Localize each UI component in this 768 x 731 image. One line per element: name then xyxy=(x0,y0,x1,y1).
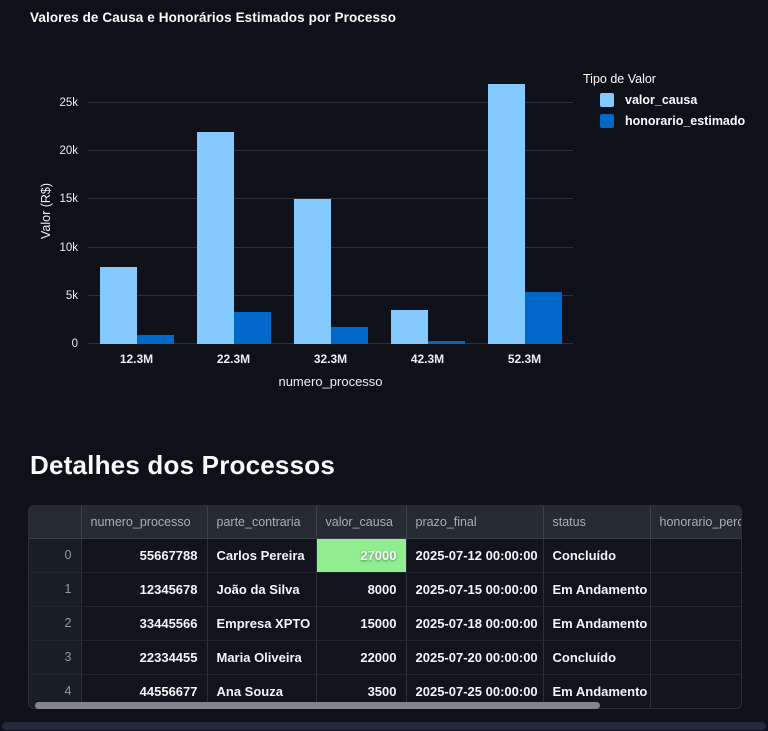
table-cell[interactable]: Concluído xyxy=(543,538,651,573)
x-tick-label: 12.3M xyxy=(119,352,154,366)
legend-item[interactable]: honorario_estimado xyxy=(600,114,745,128)
y-tick-label: 5k xyxy=(65,289,78,302)
x-tick-label: 52.3M xyxy=(507,352,542,366)
column-header-honorario_perc[interactable]: honorario_perc xyxy=(650,506,741,539)
bar-valor_causa[interactable] xyxy=(99,266,137,344)
y-axis-title: Valor (R$) xyxy=(39,182,53,240)
row-index-cell[interactable]: 0 xyxy=(29,538,82,573)
legend-item[interactable]: valor_causa xyxy=(600,93,745,107)
table-cell[interactable] xyxy=(650,572,741,607)
table-cell[interactable]: 55667788 xyxy=(81,538,208,573)
gridline xyxy=(88,246,573,248)
bar-valor_causa[interactable] xyxy=(293,199,331,344)
legend-title: Tipo de Valor xyxy=(583,72,656,86)
table-cell[interactable]: Em Andamento xyxy=(543,606,651,641)
table-cell[interactable]: 2025-07-12 00:00:00 xyxy=(406,538,544,573)
legend-item-label: valor_causa xyxy=(625,93,698,107)
section-heading: Detalhes dos Processos xyxy=(30,450,335,480)
column-header-numero_processo[interactable]: numero_processo xyxy=(81,506,208,539)
bar-valor_causa[interactable] xyxy=(487,83,525,344)
dataframe: numero_processo parte_contraria valor_caus… xyxy=(28,505,742,709)
x-tick-label: 32.3M xyxy=(313,352,348,366)
table-row: 3 22334455 Maria Oliveira 22000 2025-07-20 0… xyxy=(29,640,741,675)
table-cell[interactable] xyxy=(650,606,741,641)
y-tick-label: 10k xyxy=(59,241,78,254)
table-cell[interactable] xyxy=(650,538,741,573)
bar-valor_causa[interactable] xyxy=(390,310,428,344)
table-cell[interactable]: Carlos Pereira xyxy=(207,538,317,573)
gridline xyxy=(88,150,573,152)
table-row: 0 55667788 Carlos Pereira 27000 2025-07-12 0… xyxy=(29,538,741,573)
x-tick-label: 42.3M xyxy=(410,352,445,366)
page-scrollbar[interactable] xyxy=(2,722,766,730)
table-header-row: numero_processo parte_contraria valor_caus… xyxy=(29,506,741,539)
x-axis-title: numero_processo xyxy=(278,374,383,389)
column-header-parte_contraria[interactable]: parte_contraria xyxy=(207,506,317,539)
row-index-cell[interactable]: 2 xyxy=(29,606,82,641)
table-cell[interactable]: Concluído xyxy=(543,640,651,675)
horizontal-scrollbar-thumb[interactable] xyxy=(35,702,600,709)
bar-honorario_estimado[interactable] xyxy=(233,312,271,344)
data-table: numero_processo parte_contraria valor_caus… xyxy=(29,506,741,708)
table-cell[interactable] xyxy=(650,674,741,708)
bar-honorario_estimado[interactable] xyxy=(524,291,562,344)
bar-honorario_estimado[interactable] xyxy=(330,326,368,344)
y-tick-label: 15k xyxy=(59,193,78,206)
table-cell[interactable]: 8000 xyxy=(316,572,407,607)
x-tick-label: 22.3M xyxy=(216,352,251,366)
plot-area xyxy=(88,78,573,344)
table-cell[interactable]: 33445566 xyxy=(81,606,208,641)
y-tick-label: 25k xyxy=(59,97,78,110)
row-index-cell[interactable]: 3 xyxy=(29,640,82,675)
table-cell[interactable]: João da Silva xyxy=(207,572,317,607)
chart-title: Valores de Causa e Honorários Estimados … xyxy=(30,10,397,25)
legend-item-label: honorario_estimado xyxy=(625,114,746,128)
bar-chart: Valores de Causa e Honorários Estimados … xyxy=(30,10,745,389)
table-row: 1 12345678 João da Silva 8000 2025-07-15 00:… xyxy=(29,572,741,607)
table-cell[interactable]: 2025-07-20 00:00:00 xyxy=(406,640,544,675)
table-cell[interactable]: 22334455 xyxy=(81,640,208,675)
table-cell[interactable]: 22000 xyxy=(316,640,407,675)
table-cell[interactable] xyxy=(650,640,741,675)
legend: Tipo de Valor valor_causa honorario_estim… xyxy=(583,72,745,135)
gridline xyxy=(88,198,573,200)
table-cell[interactable]: 15000 xyxy=(316,606,407,641)
column-header-prazo_final[interactable]: prazo_final xyxy=(406,506,544,539)
legend-swatch-icon xyxy=(600,114,614,128)
bar-honorario_estimado[interactable] xyxy=(427,340,465,344)
y-tick-label: 0 xyxy=(71,338,78,350)
highlighted-cell[interactable]: 27000 xyxy=(316,538,407,573)
table-cell[interactable]: Maria Oliveira xyxy=(207,640,317,675)
column-header-status[interactable]: status xyxy=(543,506,651,539)
table-cell[interactable]: 2025-07-15 00:00:00 xyxy=(406,572,544,607)
column-header-valor_causa[interactable]: valor_causa xyxy=(316,506,407,539)
legend-items: valor_causa honorario_estimado xyxy=(583,93,745,128)
bar-valor_causa[interactable] xyxy=(196,131,234,344)
index-header-cell[interactable] xyxy=(29,506,82,539)
table-cell[interactable]: Empresa XPTO xyxy=(207,606,317,641)
row-index-cell[interactable]: 1 xyxy=(29,572,82,607)
table-row: 2 33445566 Empresa XPTO 15000 2025-07-18 00:… xyxy=(29,606,741,641)
table-cell[interactable]: 2025-07-18 00:00:00 xyxy=(406,606,544,641)
gridline xyxy=(88,102,573,104)
bar-honorario_estimado[interactable] xyxy=(136,334,174,344)
legend-swatch-icon xyxy=(600,93,614,107)
table-cell[interactable]: 12345678 xyxy=(81,572,208,607)
gridline xyxy=(88,294,573,296)
y-tick-label: 20k xyxy=(59,145,78,158)
table-cell[interactable]: Em Andamento xyxy=(543,572,651,607)
